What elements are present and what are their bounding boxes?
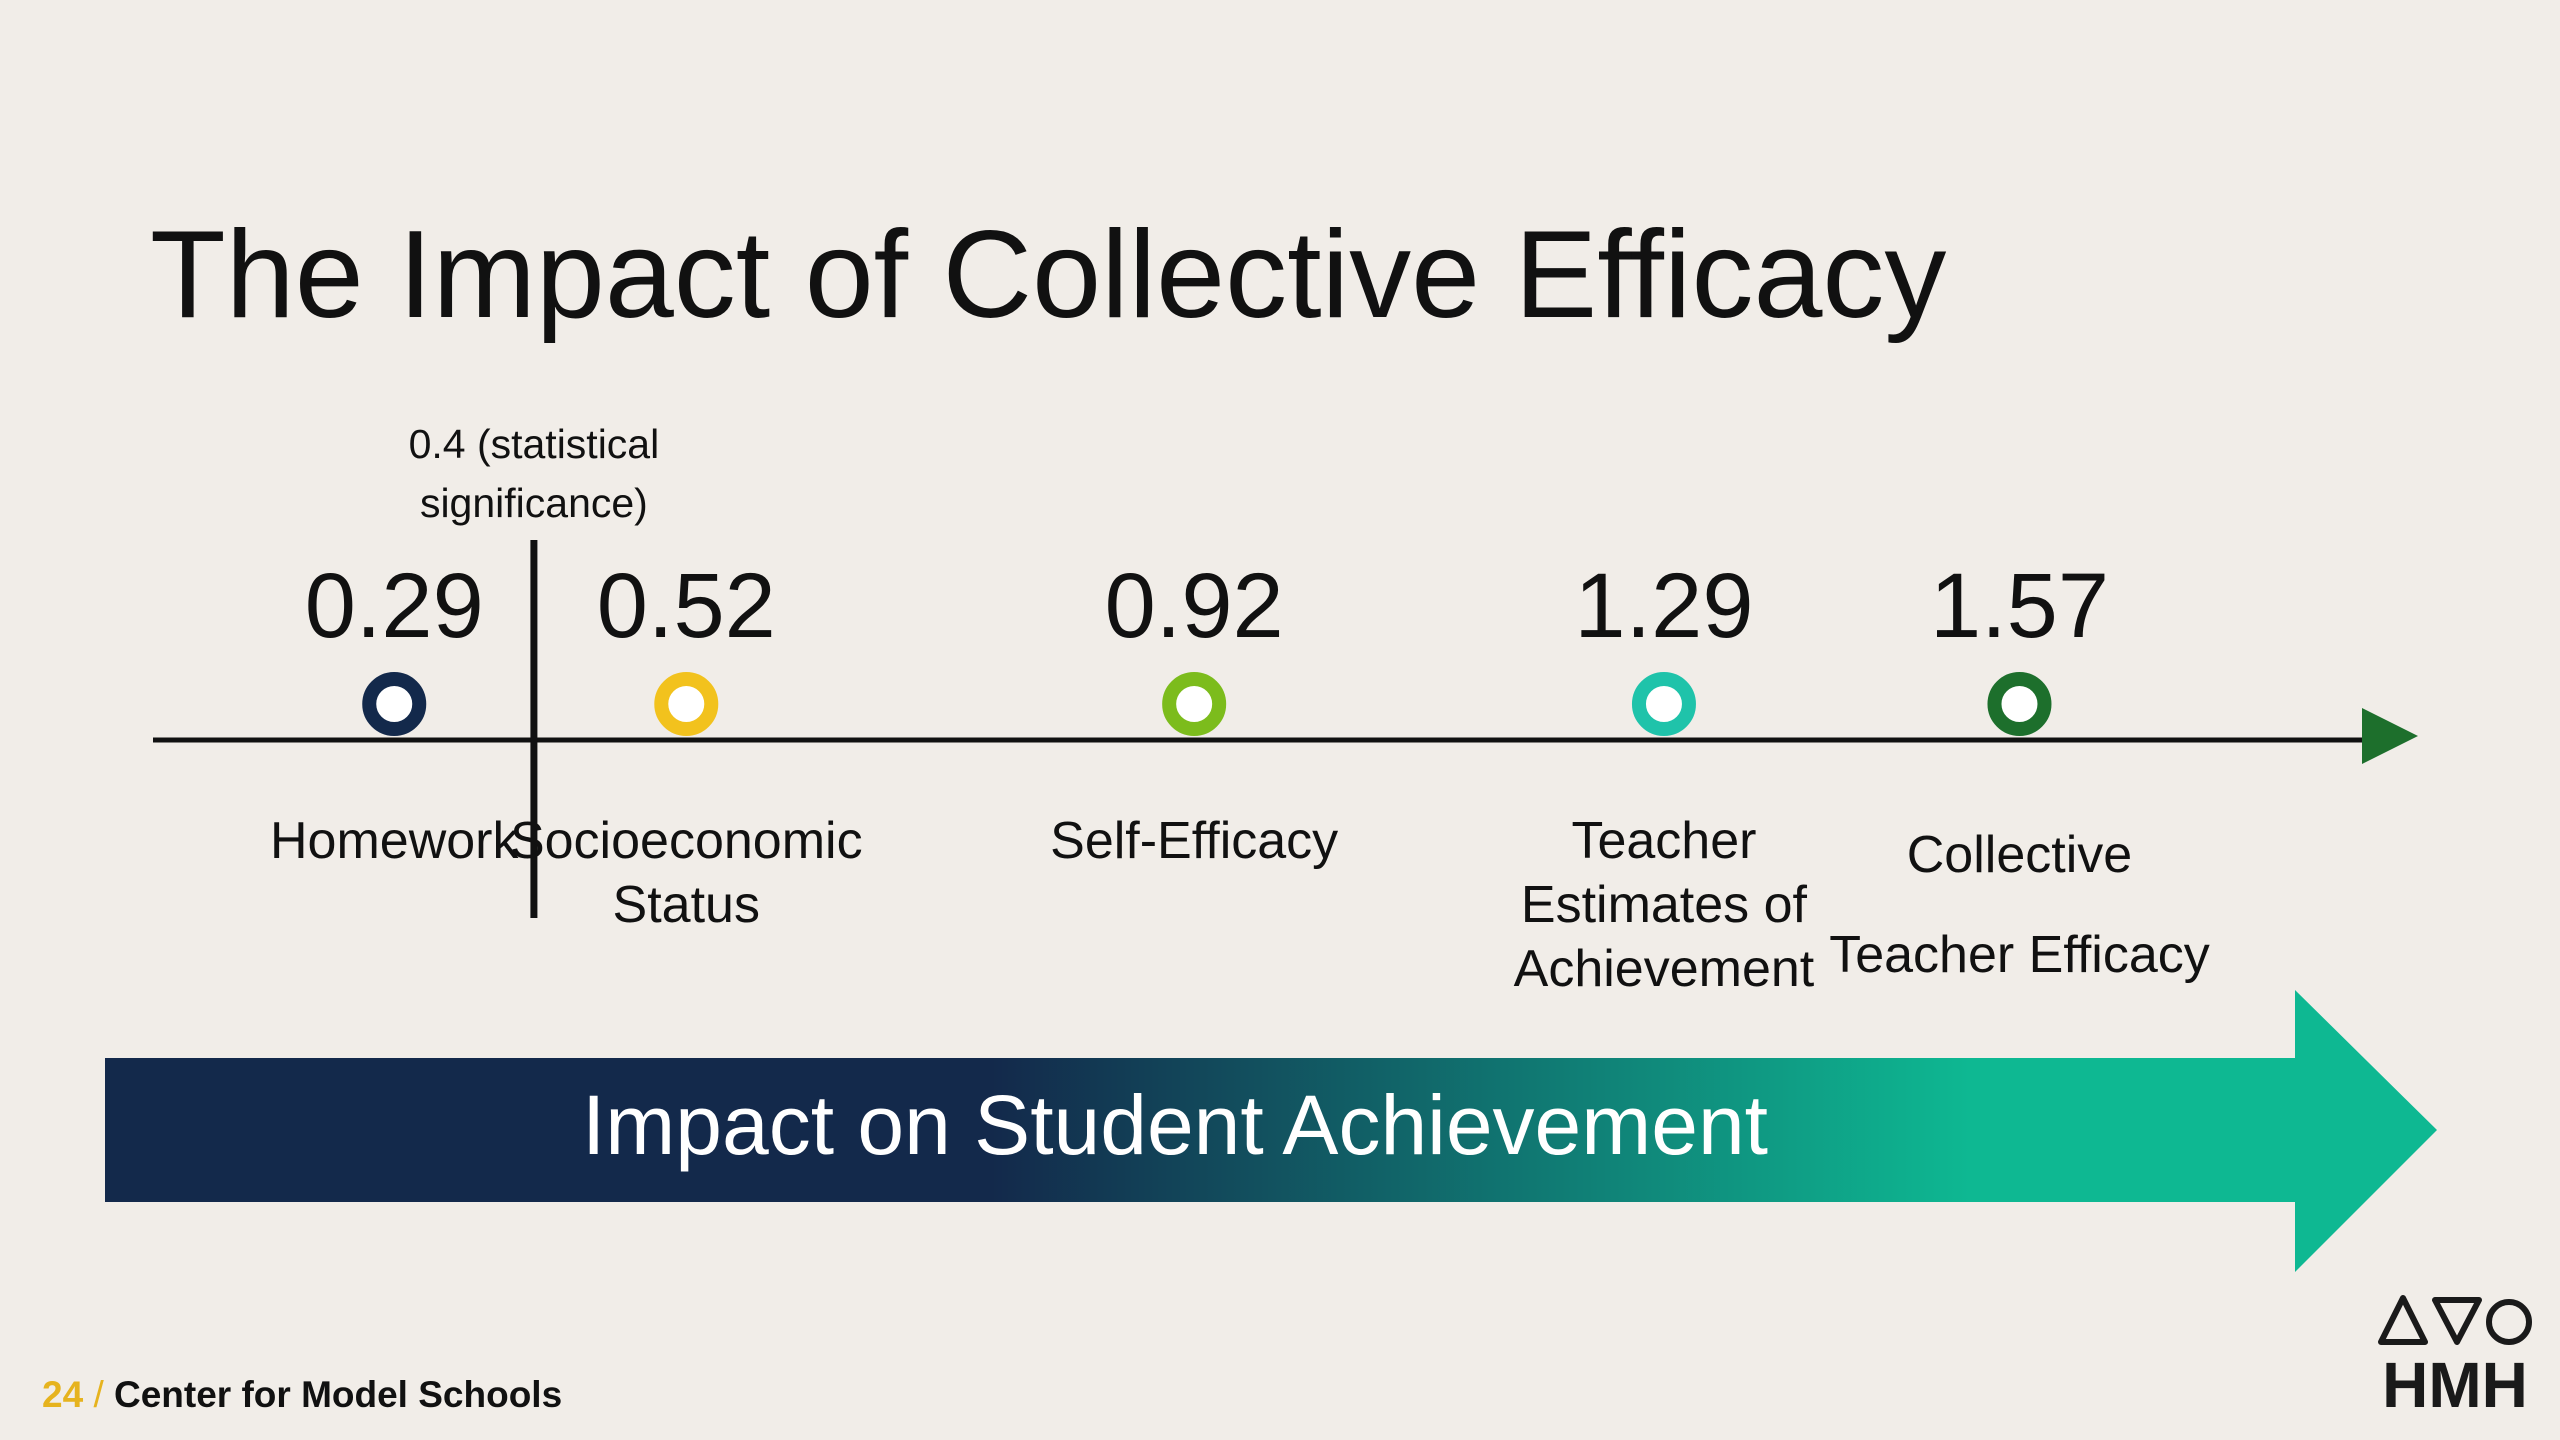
- point-marker-collective-teacher-efficacy: [1987, 672, 2052, 736]
- point-marker-teacher-estimates-of-achievement: [1631, 672, 1696, 736]
- value-label-collective-teacher-efficacy: 1.57: [1929, 555, 2109, 657]
- factor-label-collective-teacher-efficacy: Collective Teacher Efficacy: [1809, 805, 2229, 1005]
- factor-label-homework: Homework: [214, 809, 574, 873]
- axis-arrowhead: [2362, 708, 2418, 764]
- factor-label-line: Achievement: [1513, 940, 1815, 998]
- factor-label-line: Self-Efficacy: [1050, 812, 1339, 870]
- threshold-label-line-2: significance): [419, 480, 648, 526]
- factor-label-line: Estimates of: [1520, 876, 1807, 934]
- slide-title: The Impact of Collective Efficacy: [150, 206, 1947, 344]
- value-label-self-efficacy: 0.92: [1104, 555, 1284, 657]
- value-label-homework: 0.29: [304, 555, 484, 657]
- factor-label-teacher-estimates-of-achievement: Teacher Estimates of Achievement: [1484, 809, 1844, 1001]
- factor-label-line: Teacher Efficacy: [1829, 926, 2210, 984]
- slide-footer: 24 / Center for Model Schools: [42, 1372, 562, 1418]
- hmh-logo: HMH: [2375, 1290, 2535, 1420]
- factor-label-socioeconomic-status: Socioeconomic Status: [506, 809, 866, 937]
- point-marker-homework: [362, 672, 427, 736]
- banner-label: Impact on Student Achievement: [581, 1078, 1769, 1172]
- logo-text: HMH: [2382, 1349, 2528, 1421]
- value-label-teacher-estimates-of-achievement: 1.29: [1574, 555, 1754, 657]
- triangle-shield-circle-logo-icon: [2378, 1295, 2532, 1345]
- point-marker-self-efficacy: [1162, 672, 1227, 736]
- factor-label-line: Socioeconomic: [509, 812, 863, 870]
- factor-label-line: Collective: [1906, 826, 2133, 884]
- page-number: 24: [42, 1374, 84, 1415]
- factor-label-line: Homework: [269, 812, 519, 870]
- impact-banner-arrow: [105, 990, 2437, 1272]
- factor-label-line: Teacher: [1571, 812, 1757, 870]
- footer-separator: /: [93, 1374, 104, 1415]
- point-marker-socioeconomic-status: [654, 672, 719, 736]
- threshold-label: 0.4 (statistical significance): [334, 415, 734, 533]
- footer-org-name: Center for Model Schools: [114, 1374, 563, 1415]
- factor-label-self-efficacy: Self-Efficacy: [1014, 809, 1374, 873]
- value-label-socioeconomic-status: 0.52: [596, 555, 776, 657]
- threshold-label-line-1: 0.4 (statistical: [408, 421, 660, 467]
- factor-label-line: Status: [612, 876, 760, 934]
